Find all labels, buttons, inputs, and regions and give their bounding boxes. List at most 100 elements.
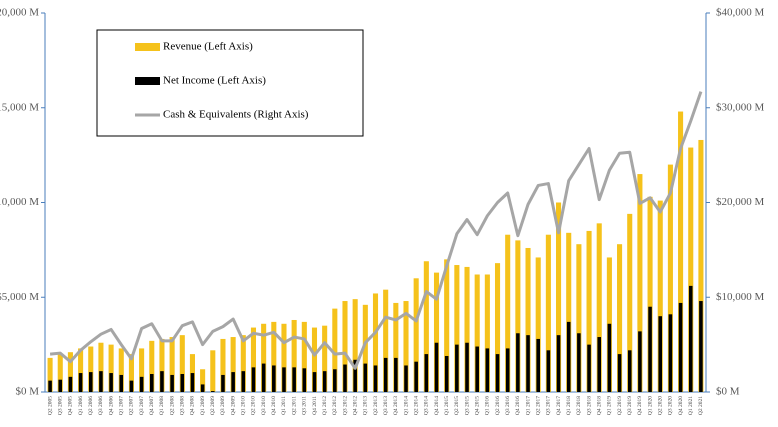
x-tick-label: Q3 2008 <box>180 396 186 415</box>
bar <box>535 257 541 392</box>
x-tick-label: Q1 2019 <box>607 396 613 415</box>
bar <box>47 357 53 392</box>
x-tick-label: Q2 2006 <box>88 396 94 415</box>
x-tick-label: Q2 2017 <box>535 396 541 415</box>
bar <box>576 244 582 392</box>
bar <box>394 357 398 392</box>
bar <box>688 285 693 392</box>
x-tick-label: Q3 2019 <box>627 396 633 415</box>
x-tick-label: Q2 2008 <box>169 396 175 415</box>
x-tick-label: Q1 2014 <box>403 396 409 415</box>
x-tick-label: Q3 2010 <box>261 396 267 415</box>
bar <box>342 301 348 392</box>
x-tick-label: Q3 2020 <box>668 396 674 415</box>
bar <box>57 354 63 392</box>
x-tick-label: Q1 2011 <box>281 396 287 415</box>
x-tick-label: Q4 2015 <box>474 396 480 415</box>
x-tick-label: Q3 2016 <box>505 396 511 415</box>
bar <box>627 213 633 392</box>
x-tick-label: Q3 2009 <box>220 396 226 415</box>
bar <box>485 348 490 392</box>
bar <box>627 350 632 392</box>
x-tick-label: Q1 2020 <box>647 396 653 415</box>
bar <box>312 372 317 392</box>
y2-tick-label: $40,000 M <box>716 7 765 19</box>
x-tick-label: Q1 2017 <box>525 396 531 415</box>
bar <box>465 342 469 392</box>
bar <box>648 306 652 392</box>
x-tick-label: Q3 2017 <box>546 396 552 415</box>
bar <box>556 335 561 392</box>
y-tick-label: $10,000 M <box>0 196 39 208</box>
x-tick-label: Q4 2007 <box>149 396 155 415</box>
bar <box>678 302 683 392</box>
x-tick-label: Q3 2006 <box>98 396 104 415</box>
legend-swatch <box>135 43 160 51</box>
bar <box>566 232 572 392</box>
x-tick-label: Q3 2011 <box>302 396 308 415</box>
bar <box>667 164 673 392</box>
x-tick-label: Q2 2011 <box>291 396 297 415</box>
bar <box>179 335 185 392</box>
y2-tick-label: $10,000 M <box>716 291 765 303</box>
x-tick-label: Q4 2011 <box>312 396 318 415</box>
x-tick-label: Q4 2013 <box>393 396 399 415</box>
bar <box>413 278 419 392</box>
bar <box>332 308 338 392</box>
bar <box>566 321 571 392</box>
bar <box>231 372 235 392</box>
legend-swatch <box>135 77 160 85</box>
bar <box>423 261 429 392</box>
y-tick-label: $5,000 M <box>0 291 39 303</box>
bar <box>240 335 246 392</box>
x-tick-label: Q3 2012 <box>342 396 348 415</box>
x-tick-label: Q4 2016 <box>515 396 521 415</box>
y2-tick-label: $30,000 M <box>716 101 765 113</box>
bar <box>546 350 551 392</box>
x-tick-label: Q2 2018 <box>576 396 582 415</box>
bar <box>291 319 297 392</box>
x-tick-label: Q2 2012 <box>332 396 338 415</box>
bar <box>658 316 663 392</box>
bar <box>68 376 73 392</box>
bar <box>617 244 623 392</box>
bar <box>617 354 622 392</box>
bar <box>118 348 124 392</box>
bar <box>78 348 84 392</box>
x-tick-label: Q1 2008 <box>159 396 165 415</box>
bar <box>88 372 93 392</box>
y2-tick-label: $20,000 M <box>716 196 765 208</box>
bar <box>362 304 368 392</box>
bar <box>505 234 511 392</box>
x-tick-label: Q3 2013 <box>383 396 389 415</box>
bar <box>261 363 266 392</box>
bar <box>221 374 225 392</box>
bar <box>352 299 358 392</box>
x-tick-label: Q3 2018 <box>586 396 592 415</box>
x-tick-label: Q1 2015 <box>444 396 450 415</box>
x-tick-label: Q4 2009 <box>230 396 236 415</box>
bar <box>475 346 479 392</box>
bar <box>678 111 684 392</box>
bar <box>668 314 673 392</box>
x-tick-label: Q2 2014 <box>413 396 419 415</box>
bar <box>67 352 73 392</box>
x-tick-label: Q2 2005 <box>47 396 53 415</box>
bar <box>333 369 337 392</box>
bar <box>159 338 165 392</box>
x-tick-label: Q2 2007 <box>129 396 135 415</box>
bar <box>261 323 267 392</box>
bar <box>638 331 642 392</box>
x-tick-label: Q4 2008 <box>190 396 196 415</box>
bar <box>433 272 440 392</box>
x-tick-label: Q3 2005 <box>58 396 64 415</box>
bar <box>586 230 592 392</box>
x-tick-label: Q4 2017 <box>556 396 562 415</box>
bar <box>292 367 296 392</box>
y-tick-label: $15,000 M <box>0 101 39 113</box>
x-tick-label: Q1 2010 <box>241 396 247 415</box>
bar <box>637 174 643 392</box>
y2-tick-label: $0 M <box>716 386 740 398</box>
x-tick-label: Q4 2006 <box>108 396 114 415</box>
x-tick-label: Q1 2009 <box>200 396 206 415</box>
